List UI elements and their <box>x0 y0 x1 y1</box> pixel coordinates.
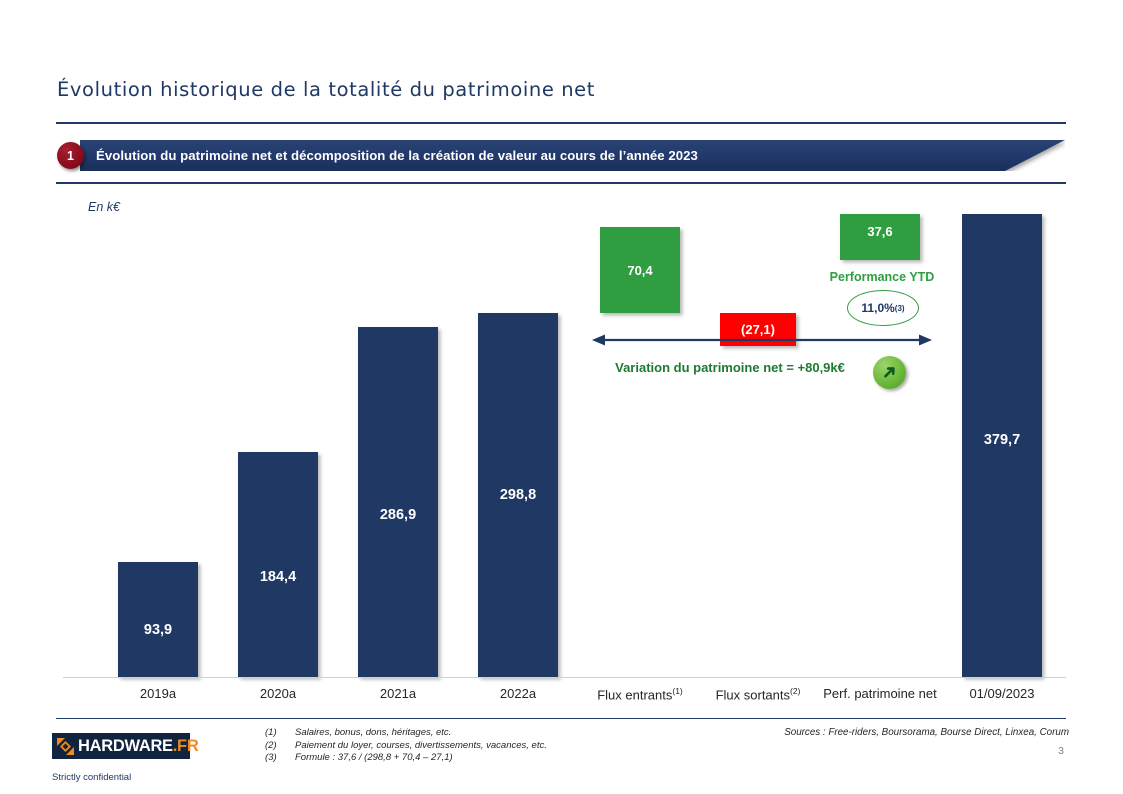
bar-value-label: 286,9 <box>379 506 417 523</box>
bar-perf-patrimoine-net: 37,6 <box>840 214 920 260</box>
bar-2020a: 184,4 <box>238 452 318 677</box>
confidential-label: Strictly confidential <box>52 772 132 783</box>
footnote-3: (3) Formule : 37,6 / (298,8 + 70,4 – 27,1… <box>265 752 547 765</box>
x-axis-label-text: 01/09/2023 <box>969 686 1035 701</box>
bar-value-label: 298,8 <box>499 486 537 503</box>
arrow-glyph <box>884 367 895 378</box>
footnote-text: Paiement du loyer, courses, divertisseme… <box>295 739 547 751</box>
x-axis-footnote-marker: (2) <box>790 686 801 696</box>
performance-ytd-footnote-marker: (3) <box>894 303 905 313</box>
bar-value-label: (27,1) <box>741 321 775 337</box>
x-axis-label-2: 2020a <box>208 686 348 701</box>
x-axis-line <box>63 677 1066 678</box>
performance-ytd-badge: 11,0% (3) <box>847 290 919 326</box>
x-axis-footnote-marker: (1) <box>672 686 683 696</box>
x-axis-label-text: 2021a <box>379 686 417 701</box>
logo-brand: HARDWARE <box>78 736 173 755</box>
footnote-marker: (2) <box>265 739 277 751</box>
footnote-2: (2) Paiement du loyer, courses, divertiss… <box>265 740 547 753</box>
hardware-fr-logo: HARDWARE.FR <box>52 733 199 759</box>
x-axis-label-text: Flux sortants <box>715 687 791 703</box>
bar-value-label: 93,9 <box>143 621 173 638</box>
x-axis-label-3: 2021a <box>328 686 468 701</box>
x-axis-label-6: Flux sortants(2) <box>690 686 826 702</box>
x-axis-label-text: 2020a <box>259 686 297 701</box>
sources-label: Sources : Free-riders, Boursorama, Bours… <box>784 727 1069 738</box>
banner-divider <box>56 182 1066 184</box>
x-axis-label-text: 2022a <box>499 686 537 701</box>
bar-2021a: 286,9 <box>358 327 438 677</box>
x-axis-label-text: 2019a <box>139 686 177 701</box>
bar-flux-entrants: 70,4 <box>600 226 680 313</box>
logo-diamond-glyph <box>57 737 74 755</box>
bar-value-label: 184,4 <box>259 568 297 585</box>
x-axis-label-4: 2022a <box>448 686 588 701</box>
footnote-text: Salaires, bonus, dons, héritages, etc. <box>295 727 452 738</box>
variation-double-arrow-icon <box>592 334 932 346</box>
title-divider <box>56 122 1066 124</box>
footnote-marker: (3) <box>265 752 277 763</box>
x-axis-label-text: Perf. patrimoine net <box>823 686 937 701</box>
section-number-badge: 1 <box>57 142 84 169</box>
page-number: 3 <box>1058 745 1064 757</box>
bar-value-label: 70,4 <box>627 262 653 278</box>
x-axis-label-5: Flux entrants(1) <box>570 686 710 702</box>
x-axis-label-7: Perf. patrimoine net <box>810 686 950 701</box>
banner-label: Évolution du patrimoine net et décomposi… <box>96 148 698 163</box>
banner-shape-svg <box>80 140 1065 171</box>
footnote-marker: (1) <box>265 727 277 738</box>
unit-label: En k€ <box>88 200 120 214</box>
bar-value-label: 379,7 <box>983 432 1021 448</box>
performance-ytd-label: Performance YTD <box>829 270 935 284</box>
up-right-arrow-icon <box>873 356 906 389</box>
logo-tld: .FR <box>172 736 199 755</box>
variation-label: Variation du patrimoine net = +80,9k€ <box>615 360 845 375</box>
x-axis-label-1: 2019a <box>88 686 228 701</box>
x-axis-label-8: 01/09/2023 <box>932 686 1072 701</box>
bar-2022a: 298,8 <box>478 312 558 677</box>
section-banner: Évolution du patrimoine net et décomposi… <box>80 140 1065 171</box>
footnote-text: Formule : 37,6 / (298,8 + 70,4 – 27,1) <box>295 752 453 763</box>
performance-ytd-value: 11,0% <box>861 301 895 315</box>
footnote-1: (1) Salaires, bonus, dons, héritages, etc… <box>265 727 547 740</box>
bar-value-label: 37,6 <box>867 224 893 239</box>
page-title: Évolution historique de la totalité du p… <box>57 78 596 101</box>
bar-01-09-2023: 379,7 <box>962 214 1042 677</box>
logo-text: HARDWARE.FR <box>78 736 199 755</box>
footnotes: (1) Salaires, bonus, dons, héritages, etc… <box>265 727 547 765</box>
x-axis-label-text: Flux entrants <box>597 687 673 703</box>
bar-2019a: 93,9 <box>118 562 198 677</box>
footer-divider <box>56 718 1066 720</box>
logo-mark-icon <box>57 737 74 755</box>
